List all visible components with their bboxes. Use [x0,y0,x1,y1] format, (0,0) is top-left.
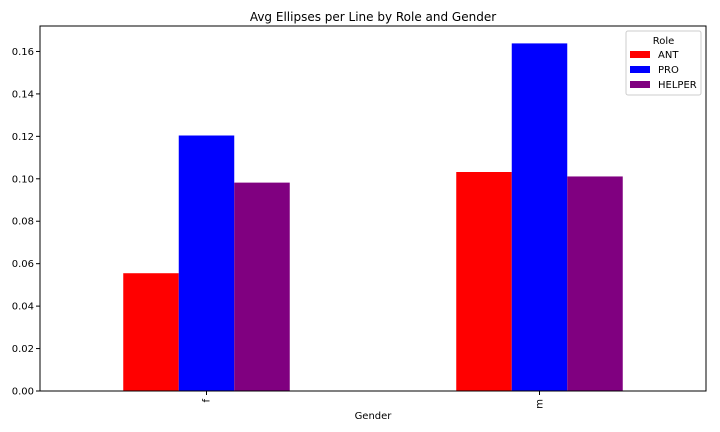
legend-label-pro: PRO [658,65,679,76]
legend-swatch-pro [630,66,650,73]
bar-helper-m [567,176,623,391]
legend-title: Role [653,36,675,47]
y-tick-label: 0.06 [12,259,34,270]
legend-box [625,30,702,96]
y-tick-label: 0.16 [12,47,34,58]
y-tick-label: 0.00 [12,387,34,398]
legend: Role ANT PRO HELPER [625,30,702,96]
legend-label-helper: HELPER [658,80,697,91]
y-tick-label: 0.08 [12,217,34,228]
x-axis-label: Gender [355,411,393,422]
y-tick-label: 0.10 [12,174,34,185]
y-tick-label: 0.04 [12,302,34,313]
y-tick-label: 0.02 [12,344,34,355]
bar-ant-m [456,172,512,391]
bars-group [123,43,623,392]
bar-pro-f [178,135,235,391]
x-tick-label: m [535,399,546,409]
legend-label-ant: ANT [658,50,679,61]
y-tick-label: 0.12 [12,132,34,143]
y-axis: 0.00 0.02 0.04 0.06 0.08 0.10 0.12 0.14 0.16 [12,47,40,398]
bar-helper-f [234,182,290,391]
legend-swatch-ant [630,51,650,58]
plot-frame [39,25,707,392]
x-tick-label: f [202,399,213,403]
y-tick-label: 0.14 [12,89,34,100]
chart-title: Avg Ellipses per Line by Role and Gender [250,10,496,24]
bar-pro-m [511,43,568,392]
legend-swatch-helper [630,81,650,88]
bar-ant-f [123,273,179,391]
